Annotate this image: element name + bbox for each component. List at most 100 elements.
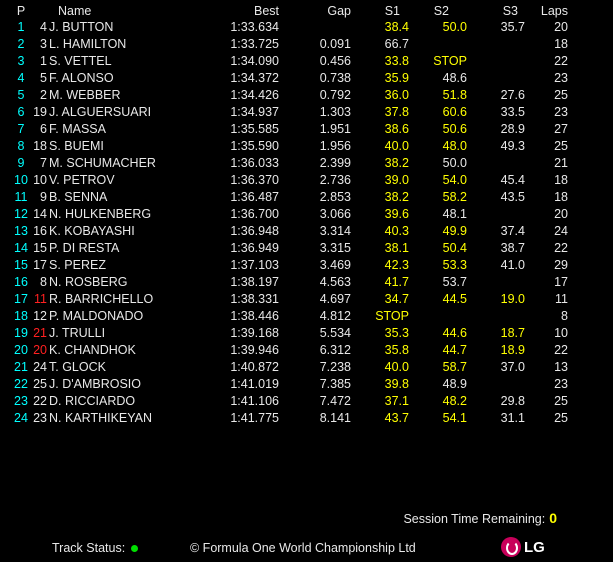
cell-num: 12 — [33, 309, 47, 323]
header-s2: S2 — [433, 4, 449, 18]
cell-laps: 23 — [554, 377, 568, 391]
cell-name: M. SCHUMACHER — [49, 156, 156, 170]
cell-laps: 21 — [554, 156, 568, 170]
cell-gap: 7.238 — [319, 360, 351, 374]
cell-best: 1:36.370 — [230, 173, 279, 187]
cell-s1: 40.3 — [384, 224, 409, 238]
cell-laps: 25 — [554, 394, 568, 408]
cell-name: J. ALGUERSUARI — [49, 105, 152, 119]
table-row: 23 22 D. RICCIARDO 1:41.106 7.472 37.1 48.2 29.… — [0, 393, 613, 410]
cell-name: S. PEREZ — [49, 258, 106, 272]
cell-laps: 17 — [554, 275, 568, 289]
cell-name: N. HULKENBERG — [49, 207, 152, 221]
cell-num: 6 — [40, 122, 47, 136]
cell-best: 1:36.948 — [230, 224, 279, 238]
cell-s2: 48.9 — [442, 377, 467, 391]
cell-name: J. BUTTON — [49, 20, 114, 34]
cell-s3: 38.7 — [500, 241, 525, 255]
cell-s2: 60.6 — [442, 105, 467, 119]
cell-name: J. D'AMBROSIO — [49, 377, 141, 391]
cell-laps: 20 — [554, 207, 568, 221]
track-status-label: Track Status: — [52, 541, 126, 555]
cell-gap: 4.563 — [319, 275, 351, 289]
cell-s3: 37.0 — [500, 360, 525, 374]
cell-p: 12 — [14, 207, 28, 221]
cell-laps: 20 — [554, 20, 568, 34]
table-header: P Name Best Gap S1 S2 S3 Laps — [0, 3, 613, 20]
header-name: Name — [58, 4, 92, 18]
cell-name: F. ALONSO — [49, 71, 114, 85]
cell-p: 1 — [17, 20, 25, 34]
cell-s1: 34.7 — [384, 292, 409, 306]
cell-s1: 37.8 — [384, 105, 409, 119]
session-value: 0 — [549, 510, 557, 526]
cell-s2: 49.9 — [442, 224, 467, 238]
cell-num: 19 — [33, 105, 47, 119]
cell-laps: 25 — [554, 139, 568, 153]
cell-s3: 45.4 — [500, 173, 525, 187]
cell-s2: 44.6 — [442, 326, 467, 340]
table-row: 20 20 K. CHANDHOK 1:39.946 6.312 35.8 44.7 18.9… — [0, 342, 613, 359]
table-row: 5 2 M. WEBBER 1:34.426 0.792 36.0 51.8 27.6 25 — [0, 87, 613, 104]
copyright: © Formula One World Championship Ltd — [190, 541, 416, 555]
cell-name: L. HAMILTON — [49, 37, 127, 51]
cell-best: 1:41.106 — [230, 394, 279, 408]
cell-s2: 54.0 — [442, 173, 467, 187]
cell-p: 17 — [14, 292, 28, 306]
session-time-remaining: Session Time Remaining: 0 — [403, 510, 557, 526]
cell-gap: 4.812 — [319, 309, 351, 323]
cell-name: S. BUEMI — [49, 139, 104, 153]
cell-laps: 23 — [554, 71, 568, 85]
table-row: 12 14 N. HULKENBERG 1:36.700 3.066 39.6 48.1 20 — [0, 206, 613, 223]
cell-best: 1:36.949 — [230, 241, 279, 255]
cell-best: 1:38.331 — [230, 292, 279, 306]
cell-s1: 40.0 — [384, 360, 409, 374]
cell-num: 21 — [33, 326, 47, 340]
cell-laps: 13 — [554, 360, 568, 374]
cell-s1: 40.0 — [384, 139, 409, 153]
lg-face-icon — [501, 537, 521, 557]
cell-gap: 8.141 — [319, 411, 351, 425]
cell-s1: 39.8 — [384, 377, 409, 391]
cell-best: 1:41.775 — [230, 411, 279, 425]
cell-s3: 43.5 — [500, 190, 525, 204]
cell-name: P. MALDONADO — [49, 309, 144, 323]
cell-p: 8 — [17, 139, 25, 153]
cell-best: 1:41.019 — [230, 377, 279, 391]
cell-p: 21 — [14, 360, 28, 374]
cell-s3: 19.0 — [500, 292, 525, 306]
cell-s1: 35.3 — [384, 326, 409, 340]
cell-name: F. MASSA — [49, 122, 106, 136]
cell-best: 1:35.590 — [230, 139, 279, 153]
table-row: 22 25 J. D'AMBROSIO 1:41.019 7.385 39.8 48.9 23 — [0, 376, 613, 393]
cell-best: 1:40.872 — [230, 360, 279, 374]
cell-laps: 22 — [554, 343, 568, 357]
cell-name: M. WEBBER — [49, 88, 121, 102]
cell-laps: 25 — [554, 411, 568, 425]
table-row: 24 23 N. KARTHIKEYAN 1:41.775 8.141 43.7 54.1 3… — [0, 410, 613, 427]
cell-s2: 58.2 — [442, 190, 467, 204]
cell-s2: 51.8 — [442, 88, 467, 102]
cell-num: 11 — [34, 292, 47, 306]
cell-name: N. ROSBERG — [49, 275, 128, 289]
cell-s1: 38.2 — [384, 190, 409, 204]
cell-name: R. BARRICHELLO — [49, 292, 154, 306]
cell-best: 1:38.197 — [230, 275, 279, 289]
lg-text: LG — [524, 538, 545, 556]
cell-laps: 29 — [554, 258, 568, 272]
cell-gap: 0.792 — [319, 88, 351, 102]
green-dot-icon — [131, 545, 139, 553]
cell-p: 24 — [14, 411, 28, 425]
cell-p: 4 — [17, 71, 25, 85]
cell-num: 23 — [33, 411, 47, 425]
cell-gap: 0.091 — [319, 37, 351, 51]
cell-s3: 18.7 — [500, 326, 525, 340]
table-row: 1 4 J. BUTTON 1:33.634 38.4 50.0 35.7 20 — [0, 19, 613, 36]
cell-s3: 27.6 — [500, 88, 525, 102]
cell-p: 14 — [14, 241, 28, 255]
cell-best: 1:39.946 — [230, 343, 279, 357]
cell-gap: 3.315 — [319, 241, 351, 255]
cell-num: 5 — [40, 71, 47, 85]
cell-p: 7 — [17, 122, 25, 136]
cell-num: 2 — [40, 88, 47, 102]
